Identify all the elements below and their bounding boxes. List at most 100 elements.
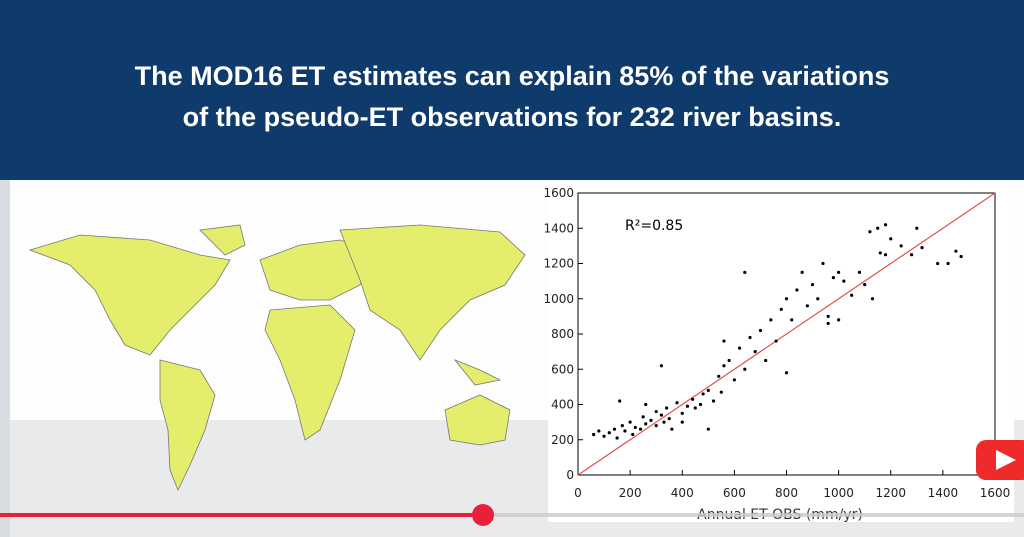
point bbox=[722, 364, 726, 368]
chart-panel bbox=[548, 182, 1014, 522]
point bbox=[680, 411, 684, 415]
point bbox=[790, 318, 794, 322]
point bbox=[659, 364, 664, 368]
point bbox=[959, 254, 963, 259]
point bbox=[722, 339, 726, 343]
point bbox=[753, 350, 757, 354]
point bbox=[631, 432, 635, 437]
point bbox=[876, 226, 880, 230]
point bbox=[618, 399, 622, 403]
point bbox=[680, 420, 684, 424]
x-tick-label: 0 bbox=[574, 486, 582, 500]
x-tick-label: 1000 bbox=[823, 486, 854, 500]
point bbox=[784, 297, 789, 301]
point bbox=[649, 418, 653, 422]
point bbox=[592, 432, 596, 437]
point bbox=[701, 392, 705, 396]
point bbox=[805, 304, 809, 308]
point bbox=[623, 429, 627, 433]
point bbox=[769, 318, 773, 322]
point bbox=[954, 249, 958, 253]
point bbox=[743, 367, 747, 371]
progress-track[interactable] bbox=[0, 513, 1024, 517]
y-tick-label: 400 bbox=[551, 398, 574, 412]
point bbox=[659, 413, 664, 417]
point bbox=[910, 253, 914, 257]
point bbox=[717, 374, 721, 378]
point bbox=[936, 261, 940, 266]
y-tick-label: 1000 bbox=[543, 292, 574, 306]
point bbox=[743, 270, 747, 274]
point bbox=[774, 339, 778, 343]
point bbox=[800, 270, 804, 274]
point bbox=[795, 288, 799, 292]
point bbox=[870, 297, 875, 301]
point bbox=[670, 427, 674, 431]
point bbox=[831, 276, 836, 280]
point bbox=[758, 328, 763, 333]
x-tick-label: 1600 bbox=[980, 486, 1011, 500]
y-tick-label: 0 bbox=[566, 468, 574, 482]
y-tick-label: 800 bbox=[551, 327, 574, 341]
point bbox=[662, 420, 666, 424]
point bbox=[920, 246, 924, 250]
point bbox=[732, 378, 736, 382]
point bbox=[764, 358, 768, 363]
point bbox=[915, 226, 919, 230]
one-to-one-line bbox=[577, 192, 996, 476]
point bbox=[821, 261, 825, 266]
point bbox=[620, 424, 624, 428]
y-tick-label: 1400 bbox=[543, 221, 574, 235]
x-tick-label: 1400 bbox=[928, 486, 959, 500]
point bbox=[633, 425, 637, 430]
point bbox=[810, 283, 815, 287]
title-banner bbox=[0, 0, 1024, 180]
point bbox=[693, 406, 697, 410]
point bbox=[826, 321, 830, 326]
point bbox=[675, 401, 679, 405]
point bbox=[883, 253, 888, 257]
annotation: R²=0.85 bbox=[625, 218, 683, 234]
world-map bbox=[28, 224, 526, 491]
point bbox=[667, 417, 671, 421]
point bbox=[868, 230, 872, 234]
point bbox=[784, 371, 789, 375]
point bbox=[615, 436, 619, 440]
x-tick-label: 400 bbox=[671, 486, 694, 500]
point bbox=[946, 261, 950, 266]
title-line: The MOD16 ET estimates can explain 85% o… bbox=[135, 61, 890, 91]
point bbox=[779, 307, 783, 311]
youtube-logo[interactable] bbox=[976, 440, 1024, 480]
x-tick-label: 800 bbox=[775, 486, 798, 500]
point bbox=[837, 318, 841, 322]
x-tick-label: 600 bbox=[723, 486, 746, 500]
point bbox=[665, 406, 669, 410]
point bbox=[644, 402, 648, 407]
y-tick-label: 200 bbox=[551, 433, 574, 447]
point bbox=[706, 388, 710, 392]
point bbox=[641, 415, 645, 419]
point bbox=[597, 429, 601, 433]
y-tick-label: 600 bbox=[551, 362, 574, 376]
x-tick-label: 1200 bbox=[875, 486, 906, 500]
point bbox=[878, 251, 882, 255]
point bbox=[654, 409, 658, 414]
point bbox=[842, 279, 846, 283]
point bbox=[837, 270, 841, 274]
point bbox=[863, 283, 867, 287]
point bbox=[685, 404, 690, 408]
point bbox=[857, 270, 862, 274]
point bbox=[727, 358, 731, 363]
point bbox=[748, 335, 752, 340]
point bbox=[889, 237, 893, 241]
point bbox=[698, 402, 703, 407]
point bbox=[706, 427, 710, 431]
y-tick-label: 1200 bbox=[543, 257, 574, 271]
progress-scrubber[interactable] bbox=[472, 504, 494, 526]
title-line: of the pseudo-ET observations for 232 ri… bbox=[183, 102, 842, 132]
point bbox=[737, 346, 742, 350]
x-tick-label: 200 bbox=[619, 486, 642, 500]
point bbox=[607, 431, 611, 435]
